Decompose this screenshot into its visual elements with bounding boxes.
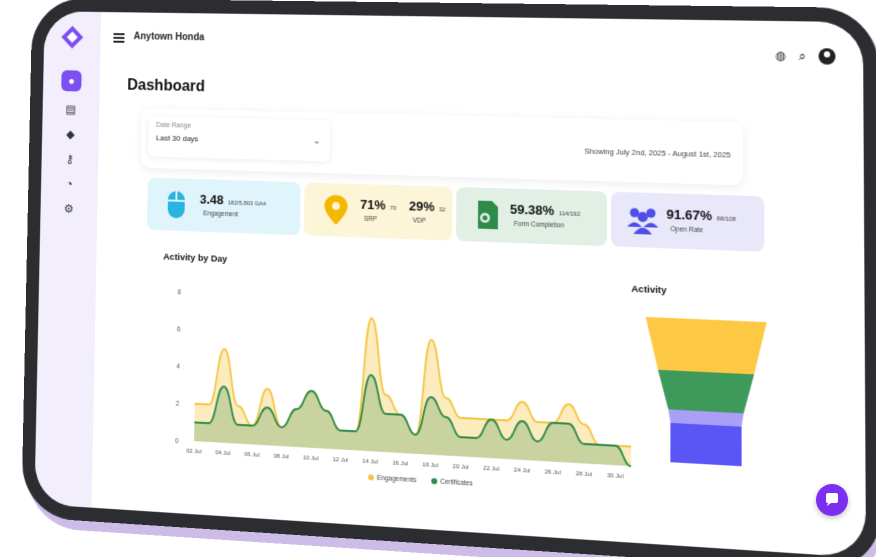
y-tick-label: 2 [176,401,180,408]
users-icon [625,202,660,238]
x-tick-label: 02 Jul [186,448,201,455]
kpi-srp-label: SRP [364,216,377,223]
x-tick-label: 14 Jul [362,459,378,466]
rail-item-reports[interactable]: ◔ [59,173,80,195]
search-icon[interactable]: ⌕ [799,48,806,63]
dealer-name: Anytown Honda [134,31,205,43]
x-tick-label: 04 Jul [215,450,230,457]
kpi-engagement-label: Engagement [203,210,238,218]
gear-icon: ⚙ [64,202,74,216]
kpi-form-completion-sub: 114/192 [559,211,581,218]
date-range-value: Last 30 days [156,134,198,144]
kpi-open-rate-label: Open Rate [671,226,704,234]
date-range-label: Date Range [156,122,191,130]
rail-item-settings[interactable]: ⚙ [59,198,80,220]
chevron-down-icon: ⌄ [313,136,320,147]
documents-icon: ▤ [66,103,77,117]
kpi-form-completion-label: Form Completion [514,221,564,230]
kpi-vdp-value: 29% [409,198,435,214]
kpi-srp-sub: 70 [390,206,397,212]
mouse-icon [160,188,192,222]
x-tick-label: 10 Jul [303,455,319,462]
x-tick-label: 22 Jul [483,466,499,473]
legend-label: Certificates [440,478,472,487]
kpi-form-completion-card: 59.38% 114/192 Form Completion [456,187,607,246]
x-tick-label: 24 Jul [514,467,530,474]
app-screen: ● ▤ ◆ ⚷ ◔ ⚙ Anytown Honda ◍ ⌕ Dashboard … [34,11,866,557]
funnel-segment [646,317,767,375]
date-range-summary: Showing July 2nd, 2025 - August 1st, 202… [585,147,731,160]
form-completion-icon [470,197,504,232]
globe-icon[interactable]: ◍ [775,48,786,62]
x-tick-label: 26 Jul [545,469,561,476]
activity-by-day-title: Activity by Day [163,252,227,265]
app-logo [60,25,84,50]
kpi-srp-vdp-card: 71% 70 SRP 29% 32 VDP [304,182,453,240]
chat-button[interactable] [816,484,848,516]
side-rail: ● ▤ ◆ ⚷ ◔ ⚙ [34,11,101,507]
key-icon: ⚷ [66,152,74,166]
rail-item-keys[interactable]: ⚷ [60,148,81,170]
kpi-engagement-sub: 182/5,803 GA4 [228,200,266,207]
pie-chart-icon: ◔ [66,177,73,191]
kpi-open-rate-card: 91.67% 88/108 Open Rate [611,192,764,252]
legend-label: Engagements [377,475,417,485]
tablet-frame: ● ▤ ◆ ⚷ ◔ ⚙ Anytown Honda ◍ ⌕ Dashboard … [21,0,876,557]
top-header: Anytown Honda ◍ ⌕ [100,12,863,80]
activity-funnel-chart [641,313,777,475]
x-tick-label: 06 Jul [244,452,259,459]
filter-card: Date Range Last 30 days ⌄ Showing July 2… [141,108,744,185]
x-tick-label: 28 Jul [576,471,592,478]
kpi-open-rate-value: 91.67% [666,207,712,224]
date-range-select[interactable]: Date Range Last 30 days ⌄ [148,116,330,162]
user-avatar-icon[interactable] [819,48,836,65]
y-tick-label: 0 [175,438,179,445]
kpi-vdp-label: VDP [413,217,426,224]
x-tick-label: 18 Jul [422,462,438,469]
activity-funnel-title: Activity [631,284,666,297]
kpi-open-rate-sub: 88/108 [717,216,736,223]
y-tick-label: 8 [178,289,182,296]
kpi-engagement-value: 3.48 [200,192,224,207]
activity-by-day-chart: 8 6 4 2 0 02 Jul 04 Jul 06 Jul 08 Jul 10 Jul 12 Ju… [148,275,641,500]
x-tick-label: 30 Jul [607,473,623,480]
x-tick-label: 08 Jul [273,454,288,461]
legend-swatch [431,478,437,484]
rail-item-documents[interactable]: ▤ [61,99,81,120]
funnel-segment [658,370,754,414]
x-tick-label: 20 Jul [453,464,469,471]
hamburger-menu-icon[interactable] [113,33,124,43]
y-tick-label: 4 [176,363,180,370]
legend-swatch [368,474,374,480]
x-tick-label: 12 Jul [332,457,348,464]
page-title: Dashboard [127,77,205,96]
dashboard-icon: ● [68,74,75,87]
funnel-segment [670,423,741,466]
kpi-form-completion-value: 59.38% [510,202,554,218]
kpi-srp-value: 71% [360,197,385,213]
rail-item-notifications[interactable]: ◆ [60,123,80,145]
kpi-engagement-card: 3.48 182/5,803 GA4 Engagement [147,178,301,236]
x-tick-label: 16 Jul [392,460,408,467]
chat-bubble-icon [824,492,840,508]
y-tick-label: 6 [177,326,181,333]
kpi-vdp-sub: 32 [439,207,446,213]
location-pin-icon [319,193,352,228]
rail-item-dashboard[interactable]: ● [61,70,81,91]
bell-icon: ◆ [66,127,75,141]
